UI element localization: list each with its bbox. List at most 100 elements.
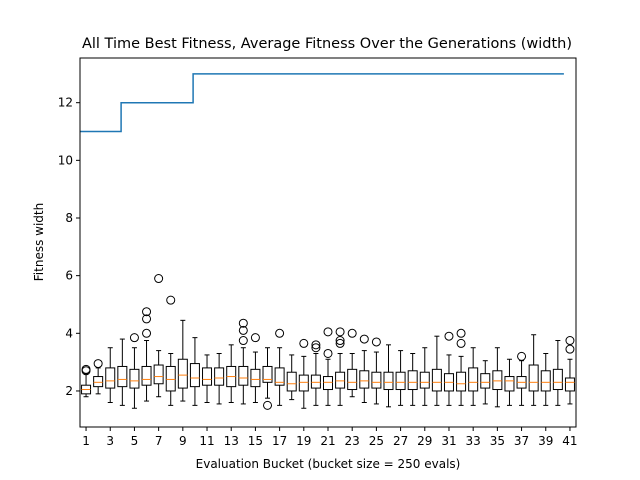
flier-point	[154, 274, 164, 284]
flier-point	[238, 318, 248, 328]
flier-point	[347, 328, 357, 338]
box	[564, 377, 575, 392]
flier-point	[238, 336, 248, 346]
flier-point	[311, 340, 321, 350]
x-tick-label: 39	[538, 434, 553, 448]
boxplot-37	[516, 351, 527, 406]
box	[492, 370, 503, 391]
y-tick-label: 10	[58, 153, 73, 167]
box	[93, 376, 104, 388]
boxplot-22	[335, 327, 346, 406]
box	[540, 370, 551, 392]
box	[105, 367, 116, 389]
boxplot-15	[250, 333, 261, 403]
x-tick-label: 19	[296, 434, 311, 448]
boxplot-9	[177, 319, 188, 402]
boxplot-39	[540, 352, 551, 406]
box	[383, 371, 394, 391]
boxplot-35	[492, 347, 503, 408]
x-tick-label: 3	[106, 434, 114, 448]
flier-point	[129, 333, 139, 343]
plot-area	[80, 73, 575, 410]
flier-point	[250, 333, 260, 343]
boxplot-24	[359, 334, 370, 403]
boxplot-18	[286, 354, 297, 401]
boxplot-40	[552, 340, 563, 406]
boxplot-8	[165, 295, 176, 406]
box	[286, 371, 297, 392]
x-tick-label: 15	[248, 434, 263, 448]
box	[407, 370, 418, 391]
box	[419, 371, 430, 389]
boxplot-29	[419, 347, 430, 406]
boxplot-13	[226, 344, 237, 403]
x-tick-label: 41	[562, 434, 577, 448]
x-tick-label: 7	[155, 434, 163, 448]
boxplot-31	[443, 331, 454, 406]
x-tick-label: 25	[369, 434, 384, 448]
flier-point	[311, 343, 321, 353]
x-tick-label: 1	[82, 434, 90, 448]
y-axis-label: Fitness width	[32, 203, 46, 281]
box	[371, 371, 382, 389]
boxplot-32	[456, 328, 467, 406]
boxplot-5	[129, 333, 140, 409]
box	[480, 373, 491, 389]
boxplot-4	[117, 338, 128, 406]
box	[323, 376, 333, 391]
boxplot-17	[274, 328, 285, 406]
boxplot-6	[141, 307, 152, 402]
box	[165, 365, 176, 392]
flier-point	[275, 328, 285, 338]
flier-point	[323, 348, 333, 358]
box	[552, 368, 563, 391]
box	[335, 371, 346, 389]
boxplot-7	[153, 274, 164, 398]
box	[395, 371, 406, 391]
boxplot-25	[371, 337, 382, 405]
y-tick-label: 12	[58, 96, 73, 110]
boxplot-28	[407, 352, 418, 406]
flier-point	[323, 327, 333, 337]
flier-point	[142, 328, 152, 338]
y-tick-label: 4	[65, 326, 73, 340]
box	[468, 367, 479, 392]
y-tick-label: 2	[65, 384, 73, 398]
boxplot-33	[468, 347, 479, 406]
x-tick-label: 9	[179, 434, 187, 448]
box	[141, 365, 152, 386]
box	[129, 368, 140, 389]
box	[238, 365, 249, 386]
flier-point	[142, 307, 152, 317]
boxplot-34	[480, 360, 491, 405]
y-tick-label: 8	[65, 211, 73, 225]
x-tick-label: 5	[131, 434, 139, 448]
box	[298, 374, 309, 392]
boxplot-41	[564, 336, 575, 405]
flier-point	[238, 325, 248, 335]
x-tick-label: 23	[345, 434, 360, 448]
boxplot-14	[238, 318, 249, 405]
box	[274, 367, 285, 386]
x-tick-label: 21	[320, 434, 335, 448]
flier-point	[565, 336, 575, 346]
flier-point	[299, 338, 309, 348]
y-axis: 2 4 6 8 10 12	[58, 96, 80, 398]
boxplot-19	[298, 338, 309, 409]
x-tick-label: 35	[490, 434, 505, 448]
box	[214, 367, 225, 386]
flier-point	[359, 334, 369, 344]
flier-point	[565, 344, 575, 354]
boxplot-30	[431, 335, 442, 406]
box	[528, 364, 539, 392]
box	[310, 374, 321, 389]
box	[504, 376, 515, 392]
boxplot-3	[105, 347, 116, 403]
flier-point	[335, 336, 345, 346]
box	[262, 365, 273, 383]
x-tick-label: 13	[224, 434, 239, 448]
x-tick-label: 11	[199, 434, 214, 448]
box	[359, 370, 370, 389]
box	[117, 365, 128, 388]
